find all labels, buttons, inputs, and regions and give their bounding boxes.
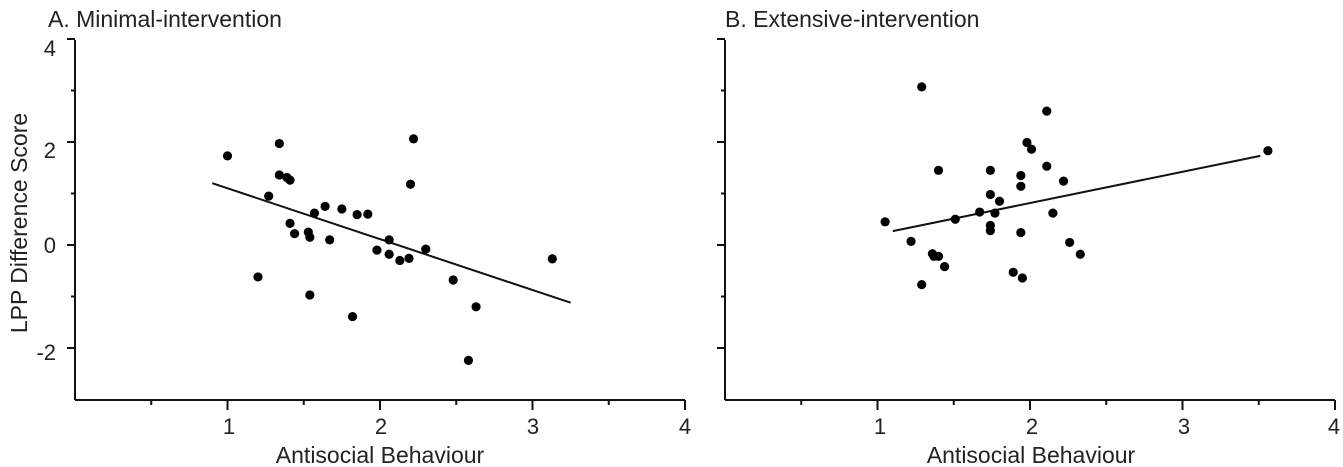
panel-a-data-point [421,244,431,254]
panel-a-data-point [274,138,284,149]
panel-extensive-intervention: B. Extensive-intervention 1 2 3 4 Antiso… [717,6,1340,467]
panel-a-data-point [253,272,263,282]
panel-a-data-point [463,355,474,365]
panel-a-data-point [352,210,362,220]
panel-a-data-point [471,302,481,312]
panel-b-title: B. Extensive-intervention [725,6,979,32]
panel-a-ticks [67,38,686,410]
y-axis-label: LPP Difference Score [6,113,32,333]
panel-a-data-point [290,229,300,239]
panel-b-data-point [933,251,944,261]
panel-b-ticks [717,38,1336,410]
panel-b-data-point [1022,137,1032,148]
panel-b-points [880,82,1273,290]
panel-b-data-point [917,82,927,92]
panel-b-regression-line [892,154,1261,233]
panel-a-xtick-label: 1 [223,414,235,439]
panel-a-data-point [285,175,295,185]
panel-a-data-point [408,134,419,144]
panel-a-data-point [325,235,335,245]
panel-a-data-point [264,191,274,201]
panel-a-xtick-label: 2 [375,414,387,439]
panel-b-data-point [1075,249,1085,259]
panel-a-points [222,134,557,365]
panel-a-ytick-label: 0 [44,233,56,258]
panel-a-xtick-label: 4 [679,414,691,439]
panel-b-xtick-label: 4 [1328,414,1340,439]
panel-b-data-point [1042,106,1052,116]
panel-b-data-point [940,262,950,272]
panel-a-data-point [305,290,315,300]
panel-a-data-point [404,253,414,263]
panel-b-xtick-label: 3 [1178,414,1190,439]
panel-b-data-point [880,217,890,227]
panel-minimal-intervention: A. Minimal-intervention 4 2 0 -2 1 2 3 4… [36,6,691,467]
panel-b-data-point [917,280,927,290]
panel-b-xtick-label: 1 [874,414,886,439]
panel-b-data-point [1016,228,1026,238]
panel-b-data-point [1065,237,1075,248]
panel-b-data-point [1042,161,1052,171]
panel-a-data-point [384,235,394,245]
panel-a-data-point [309,208,320,218]
panel-a-data-point [285,218,295,228]
panel-b-data-point [1026,144,1037,154]
panel-b-data-point [1016,181,1026,191]
panel-a-ytick-label: 4 [44,36,56,61]
panel-b-data-point [990,208,1000,218]
panel-b-data-point [1058,176,1069,186]
panel-a-data-point [222,151,233,161]
panel-b-data-point [985,189,995,200]
panel-b-xtick-label: 2 [1026,414,1038,439]
panel-a-data-point [305,232,315,242]
panel-a-data-point [363,209,373,219]
panel-b-data-point [933,165,944,175]
panel-b-data-point [975,207,985,217]
panel-a-data-point [337,204,347,214]
panel-b-data-point [985,165,995,175]
panel-b-data-point [994,196,1005,206]
panel-b-data-point [1263,146,1273,156]
panel-b-x-axis-label: Antisocial Behaviour [927,442,1136,467]
panel-b-data-point [906,236,916,246]
panel-b-data-point [1017,273,1027,283]
panel-a-data-point [448,275,458,285]
panel-a-x-axis-label: Antisocial Behaviour [276,442,485,467]
panel-a-ytick-label: 2 [44,138,56,163]
panel-b-data-point [950,214,960,224]
panel-a-data-point [347,311,358,322]
panel-a-data-point [274,170,284,180]
panel-b-data-point [1008,267,1018,277]
panel-a-ytick-label: -2 [36,340,56,365]
panel-a-title: A. Minimal-intervention [48,6,282,32]
panel-a-data-point [395,255,405,266]
panel-a-data-point [384,249,394,259]
panel-a-data-point [405,179,416,189]
panel-a-data-point [320,201,330,211]
panel-b-data-point [1048,208,1058,218]
panel-a-xtick-label: 3 [527,414,539,439]
panel-a-data-point [547,254,557,264]
panel-b-data-point [985,225,995,236]
panel-a-data-point [372,245,382,255]
panel-b-data-point [1016,170,1026,181]
